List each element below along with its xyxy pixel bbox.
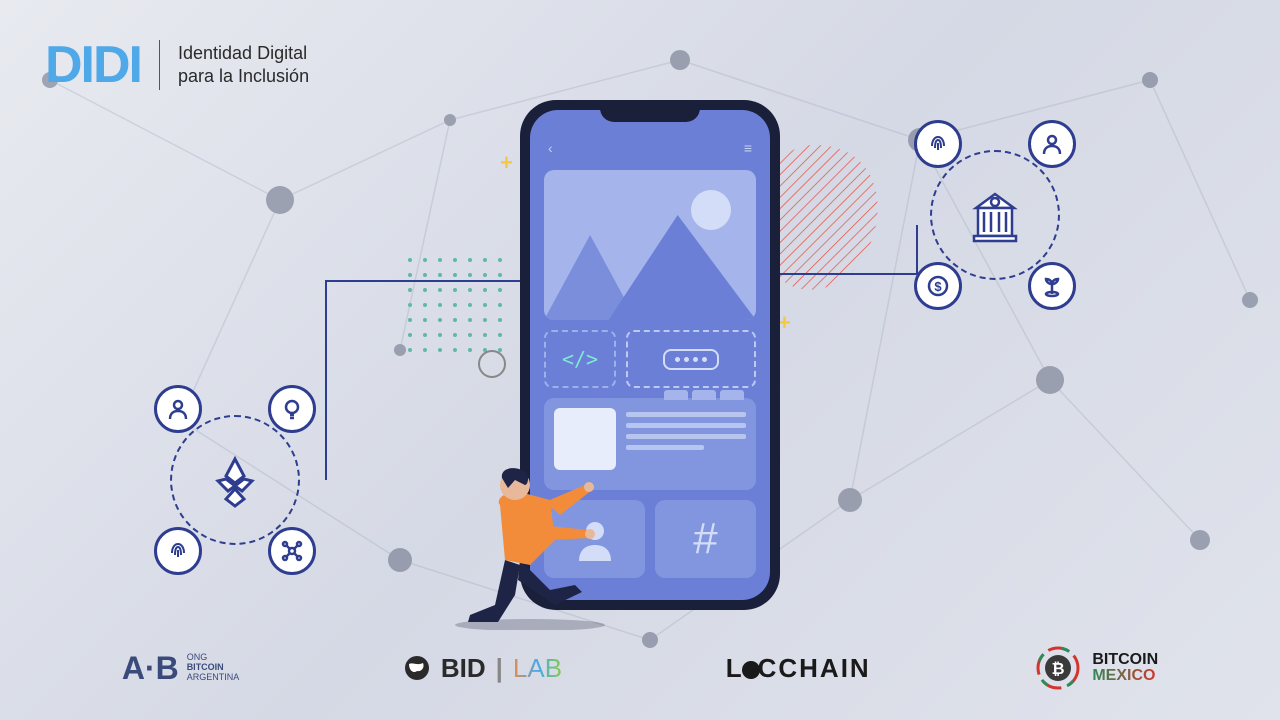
tagline-line1: Identidad Digital — [178, 42, 309, 65]
tagline-line2: para la Inclusión — [178, 65, 309, 88]
didi-logo: DIDI — [45, 35, 141, 95]
person-illustration — [420, 430, 620, 630]
network-icon — [268, 527, 316, 575]
fingerprint-icon — [914, 120, 962, 168]
deco-plus-icon: + — [500, 150, 513, 176]
tagline: Identidad Digital para la Inclusión — [178, 42, 309, 89]
back-icon: ‹ — [548, 140, 553, 156]
bank-building-icon — [956, 176, 1034, 254]
dollar-icon: $ — [914, 262, 962, 310]
logo-bid-lab: BID | LAB — [403, 653, 562, 684]
svg-text:$: $ — [934, 279, 942, 294]
connector-right — [780, 225, 918, 275]
footer-logos: A·B ONG BITCOIN ARGENTINA BID | LAB LCCH… — [0, 644, 1280, 692]
logo-bitcoin-argentina: A·B ONG BITCOIN ARGENTINA — [122, 650, 239, 687]
image-card — [544, 170, 756, 320]
logo-lacchain: LCCHAIN — [726, 653, 871, 684]
logo-bitcoin-mexico: ₿ BITCOIN MEXICO — [1034, 644, 1158, 692]
person-icon — [154, 385, 202, 433]
lightbulb-icon — [268, 385, 316, 433]
menu-icon: ≡ — [744, 140, 752, 156]
fingerprint-icon — [154, 527, 202, 575]
chat-box — [626, 330, 756, 388]
divider — [159, 40, 160, 90]
bitcoin-mexico-icon: ₿ — [1034, 644, 1082, 692]
svg-text:₿: ₿ — [1052, 660, 1065, 678]
globe-icon — [403, 654, 431, 682]
plant-growth-icon — [1028, 262, 1076, 310]
hands-teamwork-icon — [196, 441, 274, 519]
code-icon: </> — [544, 330, 616, 388]
cluster-finance: $ — [900, 120, 1090, 310]
cluster-community — [140, 385, 330, 575]
person-icon — [1028, 120, 1076, 168]
hash-icon: # — [655, 500, 756, 578]
header: DIDI Identidad Digital para la Inclusión — [45, 35, 309, 95]
